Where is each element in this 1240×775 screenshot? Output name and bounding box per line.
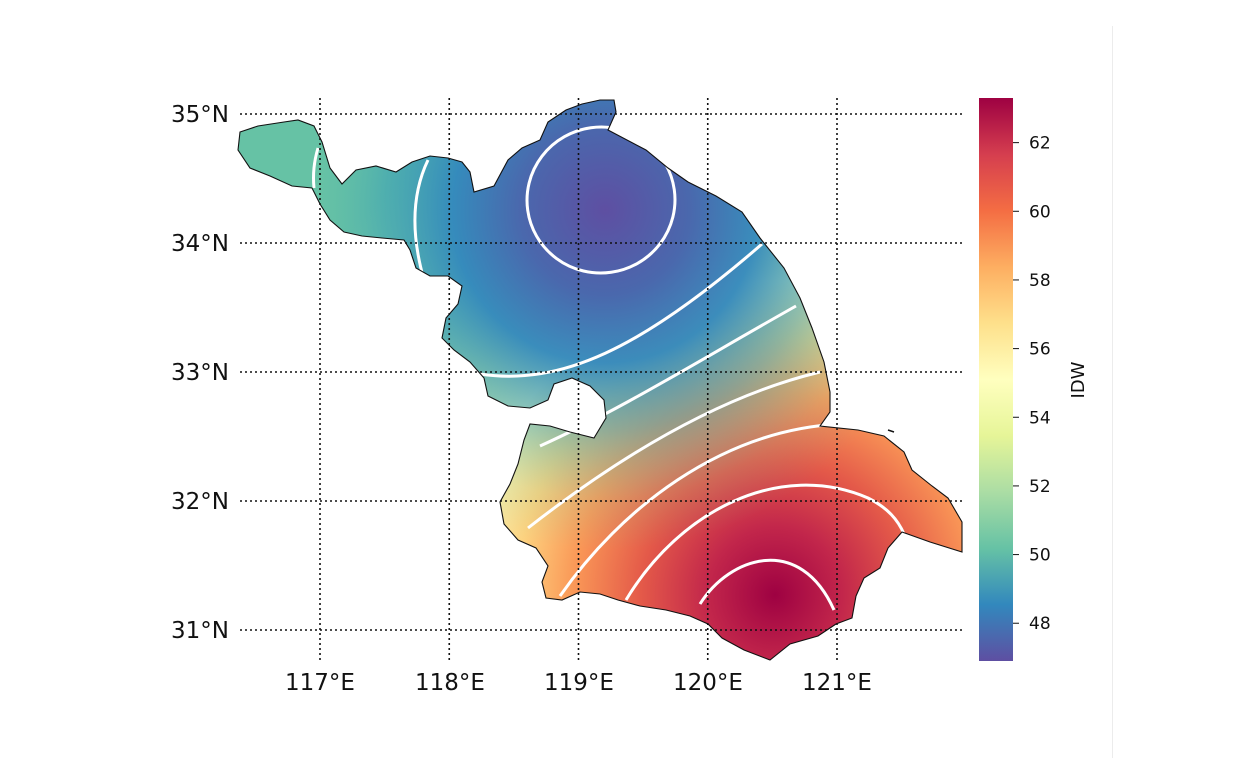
lon-label: 121°E xyxy=(802,670,872,696)
lon-label: 118°E xyxy=(415,670,485,696)
lat-label: 35°N xyxy=(171,102,229,128)
lon-label: 120°E xyxy=(673,670,743,696)
graticule xyxy=(240,98,962,662)
colorbar-label: IDW xyxy=(1068,361,1089,398)
panel-divider xyxy=(1112,26,1113,758)
contour-54 xyxy=(527,370,821,530)
lat-label: 31°N xyxy=(171,618,229,644)
contour-48 xyxy=(525,125,677,275)
longitude-labels: 117°E 118°E 119°E 120°E 121°E xyxy=(285,670,872,696)
colorbar-tick-label: 48 xyxy=(1029,614,1051,634)
contour-west xyxy=(413,159,430,281)
contour-lines xyxy=(312,125,906,611)
contour-62 xyxy=(698,558,836,611)
lon-label: 119°E xyxy=(544,670,614,696)
lat-label: 32°N xyxy=(171,489,229,515)
contour-far-west xyxy=(312,147,320,189)
colorbar-gradient xyxy=(979,98,1013,661)
lat-label: 33°N xyxy=(171,360,229,386)
latitude-labels: 35°N 34°N 33°N 32°N 31°N xyxy=(171,102,229,644)
colorbar-tick-label: 62 xyxy=(1029,134,1051,154)
contour-58 xyxy=(624,483,906,601)
colorbar-tick-label: 58 xyxy=(1029,271,1051,291)
colorbar-ticks: 48 50 52 54 56 58 60 62 xyxy=(1013,134,1051,634)
colorbar: 48 50 52 54 56 58 60 62 IDW xyxy=(979,98,1089,661)
contour-56 xyxy=(558,422,841,597)
lon-label: 117°E xyxy=(285,670,355,696)
colorbar-tick-label: 60 xyxy=(1029,202,1051,222)
colorbar-tick-label: 54 xyxy=(1029,408,1051,428)
colorbar-tick-label: 56 xyxy=(1029,340,1051,360)
lat-label: 34°N xyxy=(171,231,229,257)
contour-50 xyxy=(479,242,763,378)
colorbar-tick-label: 52 xyxy=(1029,477,1051,497)
coast-islet xyxy=(887,429,895,433)
colorbar-tick-label: 50 xyxy=(1029,546,1051,566)
